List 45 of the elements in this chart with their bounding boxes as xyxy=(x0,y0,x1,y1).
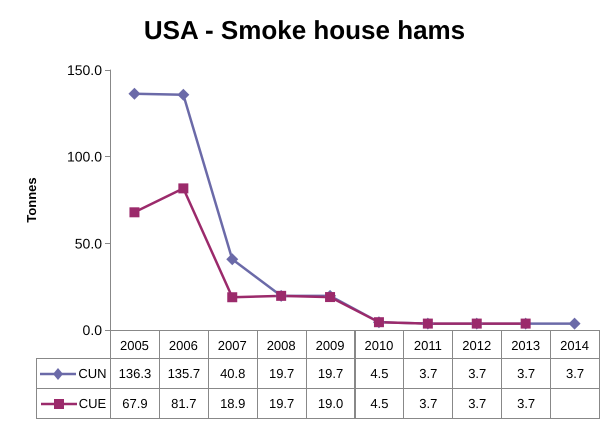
data-label: 136.3 xyxy=(118,366,152,381)
data-label: 3.7 xyxy=(517,396,536,411)
x-tick-label: 2009 xyxy=(316,338,345,353)
y-axis-title: Tonnes xyxy=(24,177,39,223)
data-label: 3.7 xyxy=(566,366,584,381)
data-label: 4.5 xyxy=(370,366,388,381)
data-label: 67.9 xyxy=(122,396,148,411)
x-tick-label: 2010 xyxy=(364,338,394,353)
x-tick-label: 2014 xyxy=(560,338,590,353)
data-label: 3.7 xyxy=(468,366,486,381)
point xyxy=(178,183,188,194)
data-label: 81.7 xyxy=(171,396,196,411)
point xyxy=(325,292,336,302)
x-tick-label: 2006 xyxy=(168,338,198,353)
data-label: 3.7 xyxy=(468,396,486,411)
x-tick-label: 2012 xyxy=(462,338,492,353)
x-tick-label: 2008 xyxy=(266,338,296,353)
data-label: 3.7 xyxy=(517,366,536,381)
y-tick-label: 50.0 xyxy=(74,235,102,252)
x-tick-label: 2005 xyxy=(120,338,149,353)
point xyxy=(129,207,140,218)
point xyxy=(227,292,238,302)
data-label: 18.9 xyxy=(220,396,246,411)
x-tick-label: 2013 xyxy=(511,338,540,353)
data-label: 40.8 xyxy=(220,366,246,381)
point xyxy=(568,318,581,330)
data-label: 19.7 xyxy=(268,396,294,411)
data-label: 19.0 xyxy=(318,396,344,411)
x-tick-label: 2011 xyxy=(414,338,442,353)
data-label: 135.7 xyxy=(168,366,200,381)
point xyxy=(128,88,140,100)
y-tick-label: 150.0 xyxy=(66,62,102,78)
legend-label: CUN xyxy=(78,366,107,381)
x-tick-label: 2007 xyxy=(218,338,247,353)
data-label: 19.7 xyxy=(268,366,294,381)
data-label: 4.5 xyxy=(370,396,388,411)
y-tick-label: 100.0 xyxy=(66,148,102,165)
data-label: 3.7 xyxy=(419,366,438,381)
data-label: 19.7 xyxy=(318,366,344,381)
chart-title: USA - Smoke house hams xyxy=(144,15,466,45)
legend-label: CUE xyxy=(78,396,106,411)
data-label: 3.7 xyxy=(419,396,438,411)
point xyxy=(177,88,190,101)
point xyxy=(226,253,238,266)
y-tick-label: 0.0 xyxy=(82,322,102,338)
